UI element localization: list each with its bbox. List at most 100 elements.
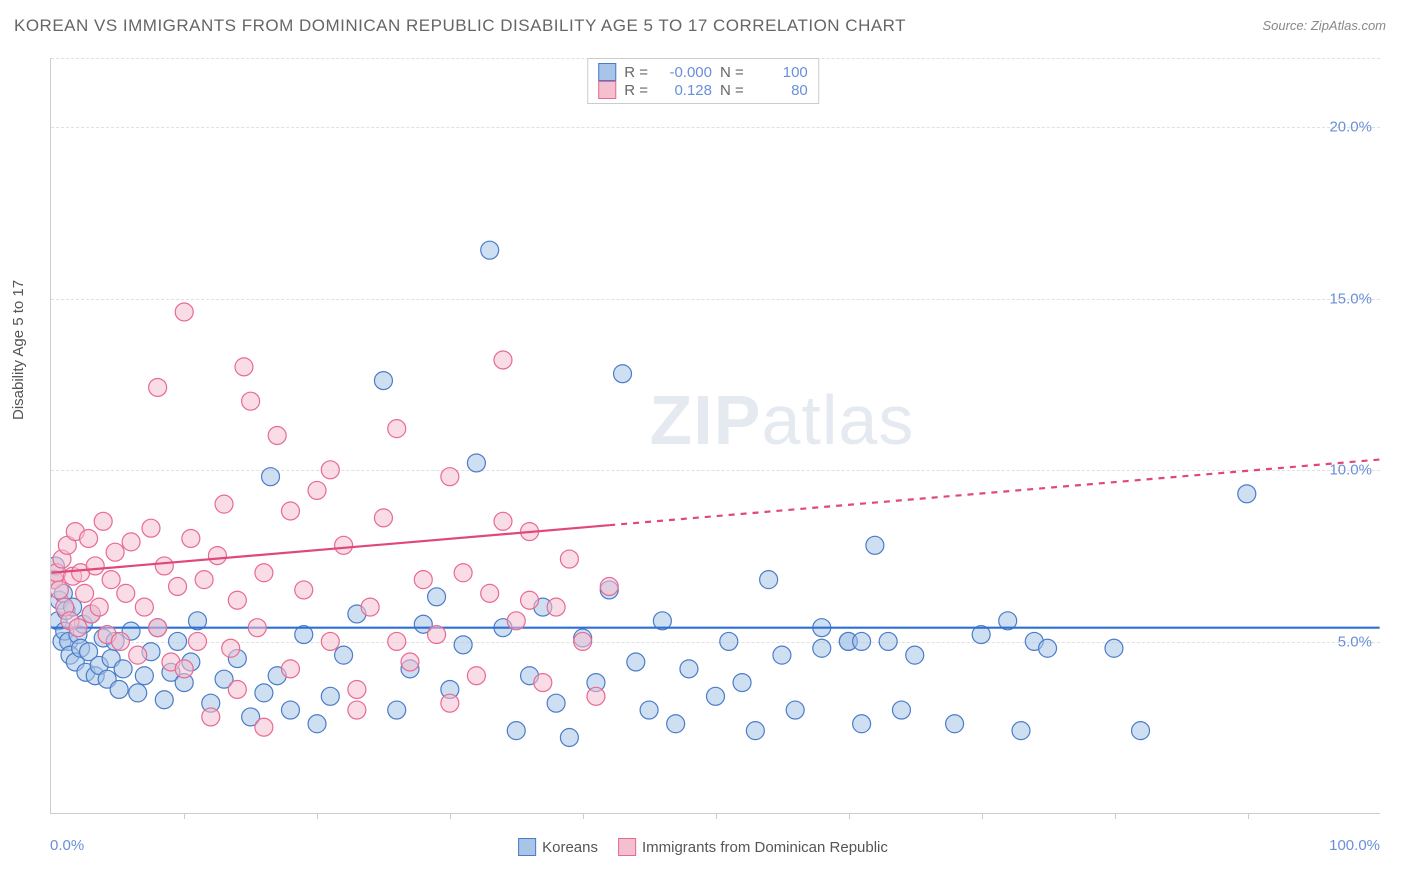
x-tick <box>716 813 717 819</box>
data-point <box>69 619 87 637</box>
data-point <box>361 598 379 616</box>
data-point <box>248 619 266 637</box>
legend-swatch <box>598 81 616 99</box>
data-point <box>853 632 871 650</box>
data-point <box>129 646 147 664</box>
x-tick <box>1115 813 1116 819</box>
legend-N-value: 100 <box>752 64 808 81</box>
data-point <box>195 571 213 589</box>
data-point <box>467 667 485 685</box>
data-point <box>388 632 406 650</box>
data-point <box>321 687 339 705</box>
data-point <box>760 571 778 589</box>
data-point <box>202 708 220 726</box>
data-point <box>228 591 246 609</box>
data-point <box>262 468 280 486</box>
legend-N-label: N = <box>720 82 744 99</box>
data-point <box>813 639 831 657</box>
data-point <box>255 564 273 582</box>
data-point <box>494 512 512 530</box>
data-point <box>401 653 419 671</box>
data-point <box>454 564 472 582</box>
legend-N-label: N = <box>720 64 744 81</box>
data-point <box>773 646 791 664</box>
x-tick <box>184 813 185 819</box>
legend-stat-row: R = 0.128 N = 80 <box>598 81 808 99</box>
legend-swatch <box>598 63 616 81</box>
data-point <box>946 715 964 733</box>
data-point <box>169 578 187 596</box>
data-point <box>414 571 432 589</box>
legend-stat-row: R = -0.000 N = 100 <box>598 63 808 81</box>
data-point <box>1039 639 1057 657</box>
correlation-chart: KOREAN VS IMMIGRANTS FROM DOMINICAN REPU… <box>0 0 1406 892</box>
legend-R-value: 0.128 <box>656 82 712 99</box>
data-point <box>733 674 751 692</box>
data-point <box>467 454 485 472</box>
data-point <box>142 519 160 537</box>
data-point <box>507 612 525 630</box>
data-point <box>155 691 173 709</box>
data-point <box>114 660 132 678</box>
x-axis-max: 100.0% <box>1329 837 1380 854</box>
legend-R-value: -0.000 <box>656 64 712 81</box>
data-point <box>80 529 98 547</box>
source-label: Source: ZipAtlas.com <box>1262 18 1386 33</box>
data-point <box>906 646 924 664</box>
data-point <box>255 718 273 736</box>
y-axis-label: Disability Age 5 to 17 <box>10 280 27 420</box>
data-point <box>640 701 658 719</box>
data-point <box>388 420 406 438</box>
data-point <box>388 701 406 719</box>
data-point <box>255 684 273 702</box>
legend-stats: R = -0.000 N = 100 R = 0.128 N = 80 <box>587 58 819 104</box>
x-tick <box>849 813 850 819</box>
data-point <box>135 667 153 685</box>
legend-series-item: Koreans <box>518 838 598 856</box>
data-point <box>86 557 104 575</box>
data-point <box>441 468 459 486</box>
data-point <box>428 588 446 606</box>
data-point <box>892 701 910 719</box>
data-point <box>111 632 129 650</box>
x-tick <box>1248 813 1249 819</box>
data-point <box>866 536 884 554</box>
data-point <box>507 722 525 740</box>
data-point <box>90 598 108 616</box>
data-point <box>481 241 499 259</box>
data-point <box>149 378 167 396</box>
plot-area: ZIPatlas 5.0%10.0%15.0%20.0% <box>50 58 1380 814</box>
legend-R-label: R = <box>624 64 648 81</box>
data-point <box>155 557 173 575</box>
data-point <box>321 461 339 479</box>
data-point <box>1012 722 1030 740</box>
data-point <box>102 571 120 589</box>
data-point <box>208 547 226 565</box>
data-point <box>222 639 240 657</box>
data-point <box>600 578 618 596</box>
data-point <box>667 715 685 733</box>
data-point <box>534 674 552 692</box>
legend-series: Koreans Immigrants from Dominican Republ… <box>518 838 888 856</box>
data-point <box>547 598 565 616</box>
data-point <box>1238 485 1256 503</box>
data-point <box>547 694 565 712</box>
data-point <box>295 581 313 599</box>
data-point <box>1132 722 1150 740</box>
data-point <box>428 626 446 644</box>
x-tick <box>450 813 451 819</box>
data-point <box>169 632 187 650</box>
data-point <box>188 632 206 650</box>
data-point <box>560 550 578 568</box>
x-axis-min: 0.0% <box>50 837 84 854</box>
data-point <box>321 632 339 650</box>
data-point <box>481 584 499 602</box>
x-tick <box>317 813 318 819</box>
data-point <box>76 584 94 602</box>
data-point <box>560 729 578 747</box>
data-point <box>94 512 112 530</box>
data-point <box>129 684 147 702</box>
data-point <box>853 715 871 733</box>
data-point <box>627 653 645 671</box>
legend-swatch <box>618 838 636 856</box>
